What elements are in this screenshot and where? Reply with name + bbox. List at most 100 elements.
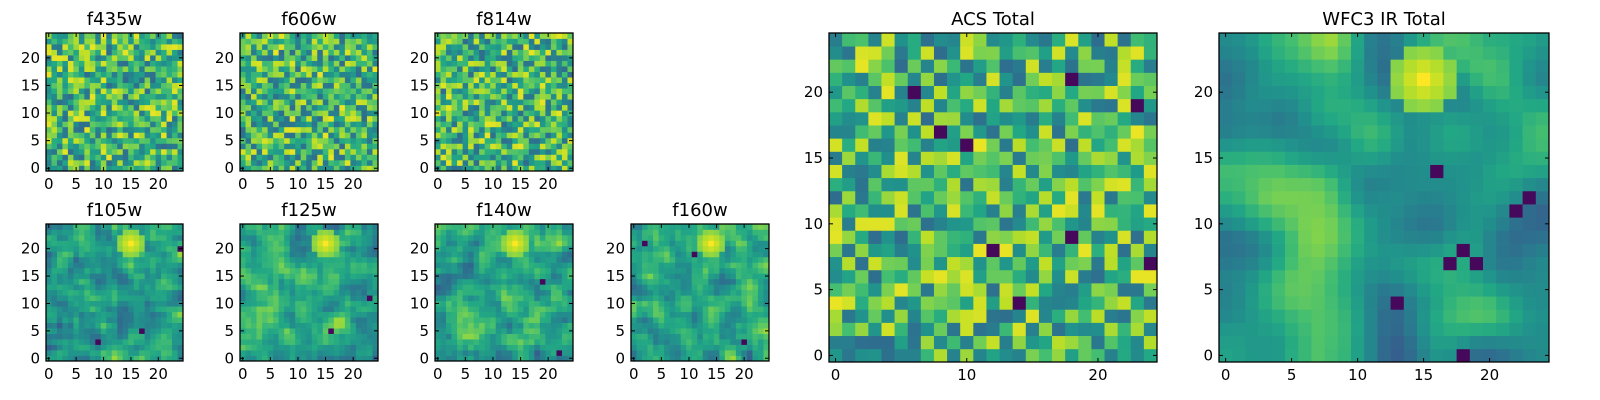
heatmap-cell — [457, 49, 463, 56]
heatmap-cell — [708, 333, 715, 340]
heatmap-cell — [89, 115, 96, 122]
heatmap-cell — [366, 322, 373, 329]
heatmap-cell — [1091, 256, 1105, 271]
heatmap-cell — [528, 82, 535, 89]
y-tick-label: 10 — [215, 104, 234, 122]
heatmap-cell — [344, 262, 351, 269]
heatmap-cell — [523, 77, 530, 84]
heatmap-cell — [730, 311, 737, 318]
heatmap-cell — [333, 284, 340, 291]
heatmap-cell — [84, 104, 91, 111]
heatmap-cell — [322, 44, 329, 50]
heatmap-cell — [300, 344, 307, 351]
heatmap-cell — [62, 267, 69, 274]
heatmap-cell — [947, 230, 961, 244]
heatmap-cell — [317, 273, 324, 280]
heatmap-cell — [177, 143, 184, 150]
heatmap-cell — [642, 256, 648, 263]
heatmap-cell — [446, 55, 452, 61]
heatmap-cell — [133, 251, 140, 258]
heatmap-cell — [960, 348, 974, 363]
heatmap-cell — [366, 154, 373, 161]
heatmap-cell — [534, 33, 541, 39]
heatmap-cell — [122, 224, 129, 230]
heatmap-cell — [473, 55, 480, 61]
heatmap-cell — [295, 159, 302, 166]
heatmap-cell — [451, 240, 458, 247]
heatmap-cell — [122, 159, 129, 166]
heatmap-cell — [763, 333, 770, 340]
heatmap-cell — [289, 350, 296, 356]
heatmap-cell — [56, 339, 63, 345]
heatmap-cell — [947, 151, 961, 165]
heatmap-cell — [150, 256, 156, 263]
heatmap-cell — [84, 165, 91, 172]
heatmap-cell — [240, 295, 246, 302]
heatmap-cell — [664, 262, 670, 269]
heatmap-cell — [473, 143, 480, 150]
heatmap-cell — [763, 284, 770, 291]
heatmap-cell — [78, 82, 85, 89]
heatmap-cell — [139, 99, 145, 106]
heatmap-cell — [161, 234, 167, 241]
heatmap-cell — [446, 240, 452, 247]
heatmap-cell — [567, 317, 574, 323]
heatmap-cell — [78, 99, 85, 106]
heatmap-cell — [675, 278, 682, 285]
heatmap-cell — [245, 66, 252, 72]
heatmap-cell — [245, 38, 252, 45]
heatmap-cell — [708, 273, 715, 280]
heatmap-cell — [117, 99, 124, 106]
heatmap-cell — [669, 267, 676, 274]
heatmap-cell — [545, 339, 552, 345]
heatmap-cell — [256, 104, 263, 111]
heatmap-cell — [73, 115, 80, 122]
heatmap-cell — [669, 344, 676, 351]
heatmap-cell — [84, 256, 91, 263]
heatmap-cell — [128, 121, 135, 128]
heatmap-cell — [117, 137, 124, 144]
heatmap-cell — [473, 49, 480, 56]
heatmap-cell — [550, 121, 557, 128]
heatmap-cell — [122, 284, 129, 291]
heatmap-cell — [713, 240, 720, 247]
heatmap-cell — [1012, 190, 1027, 205]
heatmap-cell — [501, 245, 508, 252]
heatmap-cell — [868, 217, 882, 231]
heatmap-cell — [267, 104, 274, 111]
heatmap-cell — [46, 344, 52, 351]
heatmap-cell — [561, 295, 568, 302]
heatmap-cell — [495, 165, 502, 172]
heatmap-cell — [1104, 177, 1118, 192]
heatmap-cell — [473, 33, 480, 39]
heatmap-cell — [746, 300, 753, 307]
heatmap-cell — [240, 132, 246, 139]
heatmap-cell — [724, 278, 731, 285]
heatmap-cell — [89, 240, 96, 247]
y-tick-label: 5 — [224, 132, 234, 150]
heatmap-cell — [344, 55, 351, 61]
heatmap-cell — [457, 256, 463, 263]
heatmap-cell — [161, 245, 167, 252]
heatmap-cell — [372, 60, 379, 67]
heatmap-cell — [139, 88, 145, 95]
heatmap-cell — [333, 143, 340, 150]
heatmap-cell — [1012, 164, 1027, 179]
heatmap-cell — [78, 137, 85, 144]
heatmap-cell — [653, 311, 659, 318]
heatmap-cell — [653, 251, 659, 258]
heatmap-cell — [306, 278, 313, 285]
heatmap-cell — [245, 115, 252, 122]
heatmap-cell — [139, 49, 145, 56]
heatmap-cell — [300, 121, 307, 128]
heatmap-cell — [166, 55, 173, 61]
heatmap-cell — [56, 121, 63, 128]
heatmap-cell — [473, 38, 480, 45]
heatmap-cell — [868, 269, 882, 284]
heatmap-cell — [95, 115, 102, 122]
heatmap-cell — [111, 344, 118, 351]
heatmap-cell — [501, 55, 508, 61]
heatmap-cell — [647, 317, 654, 323]
heatmap-cell — [479, 317, 486, 323]
heatmap-cell — [495, 333, 502, 340]
